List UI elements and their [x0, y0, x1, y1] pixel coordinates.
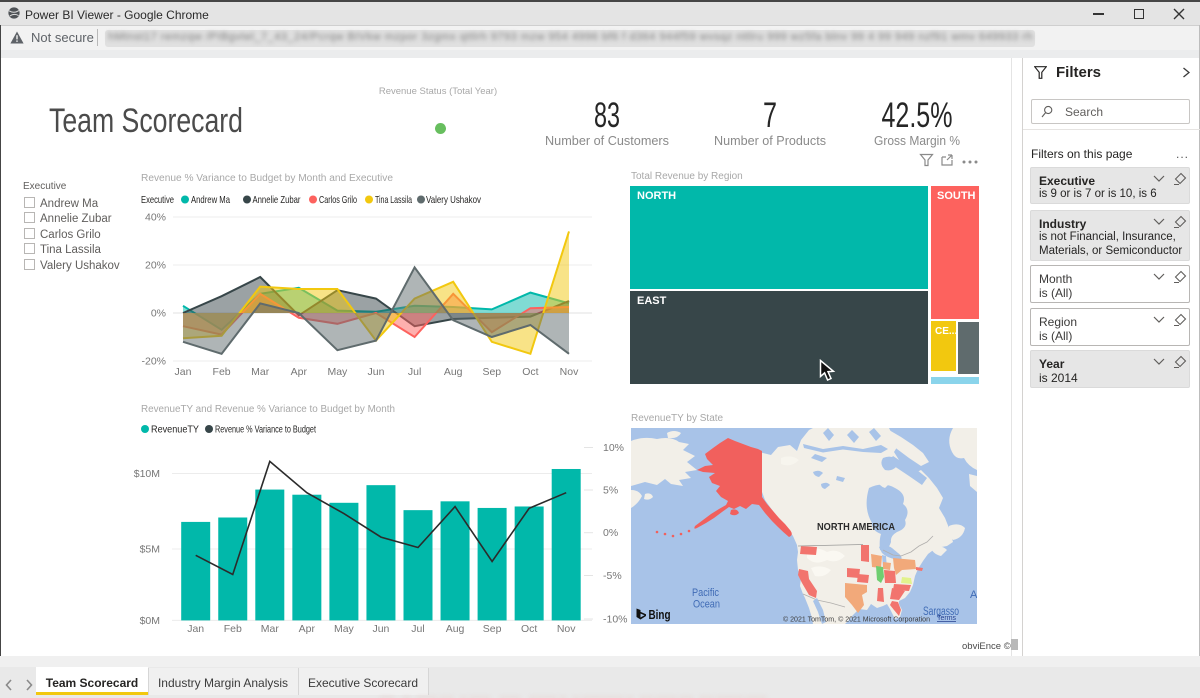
svg-text:5%: 5%: [603, 485, 618, 497]
svg-text:Feb: Feb: [213, 366, 231, 378]
svg-text:20%: 20%: [145, 260, 166, 272]
svg-text:Mar: Mar: [251, 366, 270, 378]
svg-text:$10M: $10M: [134, 468, 160, 480]
svg-text:Sep: Sep: [482, 366, 501, 378]
svg-text:40%: 40%: [145, 212, 166, 224]
svg-text:Ocean: Ocean: [693, 599, 720, 611]
svg-text:Valery Ushakov: Valery Ushakov: [426, 194, 482, 206]
svg-text:Jan: Jan: [175, 366, 192, 378]
svg-text:Number of Customers: Number of Customers: [545, 133, 669, 148]
svg-text:Sep: Sep: [483, 623, 502, 635]
svg-text:Nov: Nov: [557, 623, 576, 635]
svg-text:Jun: Jun: [368, 366, 385, 378]
svg-text:Number of Products: Number of Products: [714, 133, 826, 148]
svg-text:Revenue % Variance to Budget b: Revenue % Variance to Budget by Month an…: [141, 173, 393, 184]
svg-text:Sargasso: Sargasso: [923, 606, 959, 618]
svg-text:$0M: $0M: [140, 615, 160, 627]
svg-text:Apr: Apr: [299, 623, 316, 635]
svg-text:RevenueTY: RevenueTY: [151, 424, 199, 436]
svg-text:Apr: Apr: [291, 366, 308, 378]
svg-text:Annelie Zubar: Annelie Zubar: [253, 194, 301, 206]
svg-text:Jul: Jul: [411, 623, 424, 635]
svg-text:Gross Margin %: Gross Margin %: [874, 133, 960, 148]
svg-text:Bing: Bing: [649, 608, 671, 622]
svg-text:10%: 10%: [603, 442, 624, 454]
svg-text:Jun: Jun: [372, 623, 389, 635]
svg-text:Aug: Aug: [446, 623, 465, 635]
svg-text:-5%: -5%: [603, 570, 622, 582]
svg-text:A: A: [970, 589, 977, 601]
svg-text:Revenue Status (Total Year): Revenue Status (Total Year): [379, 86, 497, 97]
svg-text:-10%: -10%: [603, 614, 628, 626]
svg-text:83: 83: [594, 96, 620, 135]
svg-text:Mar: Mar: [261, 623, 280, 635]
svg-text:© 2021 TomTom, © 2021 Microsof: © 2021 TomTom, © 2021 Microsoft Corporat…: [783, 615, 930, 624]
svg-text:Nov: Nov: [560, 366, 579, 378]
svg-text:May: May: [334, 623, 355, 635]
svg-text:Andrew Ma: Andrew Ma: [191, 194, 230, 206]
svg-text:Revenue % Variance to Budget: Revenue % Variance to Budget: [215, 424, 316, 436]
svg-text:Jul: Jul: [408, 366, 421, 378]
svg-text:$5M: $5M: [140, 544, 160, 556]
svg-text:0%: 0%: [151, 308, 166, 320]
svg-text:Team Scorecard: Team Scorecard: [49, 102, 243, 140]
svg-text:-20%: -20%: [141, 356, 166, 368]
svg-text:Executive: Executive: [141, 194, 174, 206]
svg-text:Tina Lassila: Tina Lassila: [375, 194, 412, 206]
svg-text:Terms: Terms: [937, 613, 956, 622]
svg-text:7: 7: [763, 96, 777, 135]
svg-text:Pacific: Pacific: [692, 587, 719, 599]
svg-text:Jan: Jan: [187, 623, 204, 635]
svg-text:Oct: Oct: [521, 623, 537, 635]
svg-text:0%: 0%: [603, 527, 618, 539]
svg-text:Oct: Oct: [522, 366, 538, 378]
svg-text:42.5%: 42.5%: [882, 96, 953, 135]
svg-text:May: May: [327, 366, 348, 378]
svg-text:Carlos Grilo: Carlos Grilo: [319, 194, 357, 206]
svg-text:Feb: Feb: [224, 623, 242, 635]
svg-text:Aug: Aug: [444, 366, 463, 378]
svg-text:RevenueTY and Revenue % Varian: RevenueTY and Revenue % Variance to Budg…: [141, 404, 395, 415]
svg-text:NORTH AMERICA: NORTH AMERICA: [817, 522, 895, 533]
